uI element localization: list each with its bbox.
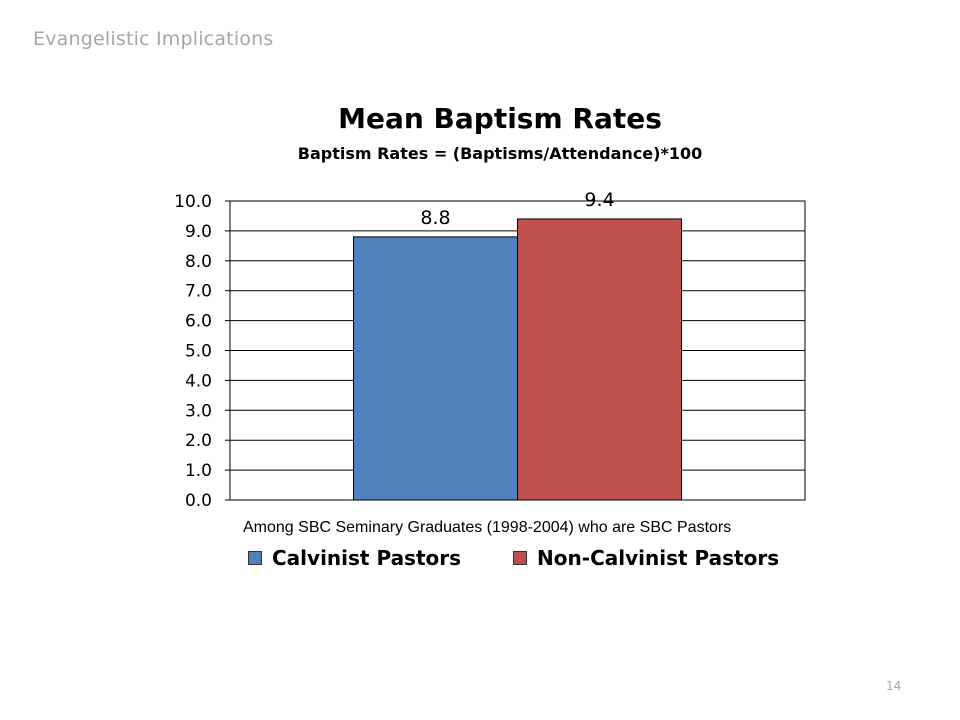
legend-label-calvinist: Calvinist Pastors xyxy=(272,546,462,570)
page-number: 14 xyxy=(886,679,902,693)
y-tick-label-6: 6.0 xyxy=(185,312,212,332)
bar-data-label-0: 8.8 xyxy=(420,207,450,229)
legend-label-non-calvinist: Non-Calvinist Pastors xyxy=(537,546,780,570)
y-tick-label-5: 5.0 xyxy=(185,342,212,362)
y-tick-label-8: 8.0 xyxy=(185,252,212,272)
y-tick-label-4: 4.0 xyxy=(185,371,212,391)
chart-x-axis-label: Among SBC Seminary Graduates (1998-2004)… xyxy=(243,519,732,536)
chart-legend: Calvinist Pastors Non-Calvinist Pastors xyxy=(248,546,831,570)
chart-subtitle: Baptism Rates = (Baptisms/Attendance)*10… xyxy=(297,144,703,163)
bar-data-label-1: 9.4 xyxy=(584,189,614,211)
slide-header: Evangelistic Implications xyxy=(33,28,274,50)
y-tick-label-7: 7.0 xyxy=(185,282,212,302)
legend-swatch-calvinist xyxy=(248,551,262,565)
y-tick-label-3: 3.0 xyxy=(185,401,212,421)
y-tick-label-0: 0.0 xyxy=(185,491,212,511)
y-tick-label-2: 2.0 xyxy=(185,431,212,451)
chart-title: Mean Baptism Rates xyxy=(338,102,662,135)
bar-0 xyxy=(353,236,518,501)
legend-swatch-non-calvinist xyxy=(513,551,528,565)
y-tick-label-9: 9.0 xyxy=(185,222,212,242)
legend-item-non-calvinist: Non-Calvinist Pastors xyxy=(513,546,779,570)
legend-item-calvinist: Calvinist Pastors xyxy=(248,546,461,570)
bar-1 xyxy=(517,218,682,501)
y-tick-label-1: 1.0 xyxy=(185,461,212,481)
y-tick-label-10: 10.0 xyxy=(174,192,212,212)
